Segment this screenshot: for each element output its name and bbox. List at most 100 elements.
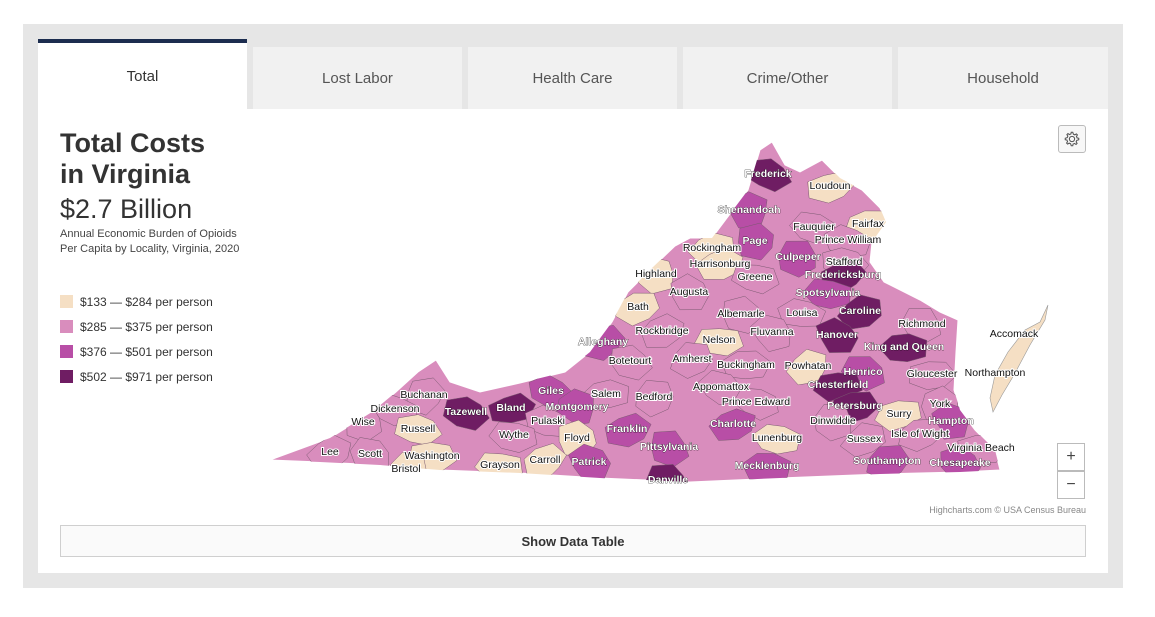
locality-label: Charlotte [710, 418, 756, 430]
locality-region[interactable] [697, 369, 741, 405]
locality-label: Carroll [530, 454, 561, 466]
locality-region[interactable] [604, 412, 652, 448]
locality-label: Highland [635, 268, 677, 280]
chart-menu-button[interactable] [1058, 125, 1086, 153]
locality-region[interactable] [610, 344, 653, 381]
legend-item-1[interactable]: $133 — $284 per person [60, 289, 213, 314]
locality-label: Patrick [571, 456, 606, 468]
locality-region[interactable] [878, 333, 928, 362]
subtitle-line-2: Per Capita by Locality, Virginia, 2020 [60, 243, 240, 255]
page-title: Total Costs in Virginia [60, 128, 280, 190]
locality-region[interactable] [778, 240, 816, 278]
locality-label: Culpeper [775, 251, 821, 263]
locality-label: Shenandoah [717, 204, 780, 216]
tab-household[interactable]: Household [898, 47, 1108, 109]
locality-region[interactable] [721, 350, 772, 380]
locality-label: Floyd [564, 432, 590, 444]
locality-label: Greene [737, 271, 772, 283]
locality-label: Richmond [898, 318, 945, 330]
tab-crime-other[interactable]: Crime/Other [683, 47, 892, 109]
locality-label: Appomattox [693, 381, 750, 393]
locality-region[interactable] [670, 342, 713, 379]
locality-label: Accomack [990, 328, 1039, 340]
locality-label: Buckingham [717, 359, 775, 371]
locality-region[interactable] [741, 453, 792, 481]
locality-label: Pittsylvania [640, 441, 699, 453]
locality-label: Lunenburg [752, 432, 802, 444]
locality-region[interactable] [815, 317, 859, 353]
locality-label: Prince Edward [722, 396, 790, 408]
locality-region[interactable] [777, 298, 827, 327]
locality-label: King and Queen [864, 341, 945, 353]
legend-item-4[interactable]: $502 — $971 per person [60, 364, 213, 389]
locality-region[interactable] [635, 380, 674, 418]
locality-label: Scott [358, 448, 382, 460]
locality-label: Fredericksburg [805, 269, 881, 281]
legend-swatch [60, 345, 73, 358]
locality-label: Fairfax [852, 218, 885, 230]
locality-region[interactable] [645, 464, 690, 499]
legend: $133 — $284 per person $285 — $375 per p… [60, 289, 213, 389]
locality-region[interactable] [394, 414, 443, 446]
locality-label: Bristol [391, 463, 420, 475]
gear-icon [1064, 131, 1080, 147]
locality-label: Gloucester [907, 368, 958, 380]
locality-label: Pulaski [531, 415, 565, 427]
show-data-table-button[interactable]: Show Data Table [60, 525, 1086, 557]
legend-item-3[interactable]: $376 — $501 per person [60, 339, 213, 364]
locality-region[interactable] [738, 222, 774, 261]
locality-label: Rockingham [683, 242, 742, 254]
locality-label: Rockbridge [635, 325, 688, 337]
locality-region[interactable] [640, 313, 685, 348]
locality-region[interactable] [722, 295, 763, 334]
locality-label: Page [742, 235, 767, 247]
locality-label: Amherst [672, 353, 711, 365]
locality-label: Hanover [816, 329, 858, 341]
locality-region[interactable] [802, 278, 852, 309]
locality-label: Caroline [839, 305, 881, 317]
legend-label: $376 — $501 per person [80, 344, 213, 359]
locality-label: Bath [627, 301, 649, 313]
locality-label: Dickenson [370, 403, 419, 415]
tab-health-care[interactable]: Health Care [468, 47, 677, 109]
locality-label: Loudoun [810, 180, 851, 192]
locality-region[interactable] [751, 424, 801, 455]
legend-item-2[interactable]: $285 — $375 per person [60, 314, 213, 339]
locality-region[interactable] [670, 273, 710, 311]
subtitle-line-1: Annual Economic Burden of Opioids [60, 228, 237, 240]
locality-region[interactable] [731, 264, 780, 295]
locality-label: Fauquier [793, 221, 835, 233]
locality-region[interactable] [814, 404, 852, 442]
tab-lost-labor[interactable]: Lost Labor [253, 47, 462, 109]
locality-region[interactable] [523, 443, 567, 479]
locality-label: Russell [401, 423, 435, 435]
locality-label: Botetourt [609, 355, 652, 367]
tab-total[interactable]: Total [38, 39, 247, 109]
locality-region[interactable] [732, 387, 779, 421]
locality-label: Buchanan [400, 389, 447, 401]
locality-label: Spotsylvania [796, 287, 861, 299]
locality-region[interactable] [785, 348, 827, 386]
locality-label: Franklin [607, 423, 648, 435]
locality-region[interactable] [651, 430, 690, 468]
map-credits[interactable]: Highcharts.com © USA Census Bureau [929, 505, 1086, 515]
locality-region[interactable] [708, 408, 756, 441]
locality-label: Chesapeake [929, 457, 990, 469]
total-amount: $2.7 Billion [60, 194, 193, 224]
title-line-1: Total Costs [60, 128, 206, 158]
locality-label: Prince William [815, 234, 882, 246]
locality-label: Bland [496, 402, 525, 414]
title-line-2: in Virginia [60, 159, 191, 189]
zoom-out-button[interactable]: − [1057, 471, 1085, 499]
locality-label: Louisa [787, 307, 818, 319]
locality-label: Mecklenburg [735, 460, 800, 472]
locality-region[interactable] [488, 421, 538, 453]
locality-region[interactable] [749, 314, 791, 352]
locality-region[interactable] [442, 396, 490, 431]
locality-label: Wise [351, 416, 374, 428]
locality-region[interactable] [695, 247, 744, 280]
locality-label: Alleghany [578, 336, 628, 348]
zoom-in-button[interactable]: + [1057, 443, 1085, 471]
locality-region[interactable] [898, 418, 945, 452]
